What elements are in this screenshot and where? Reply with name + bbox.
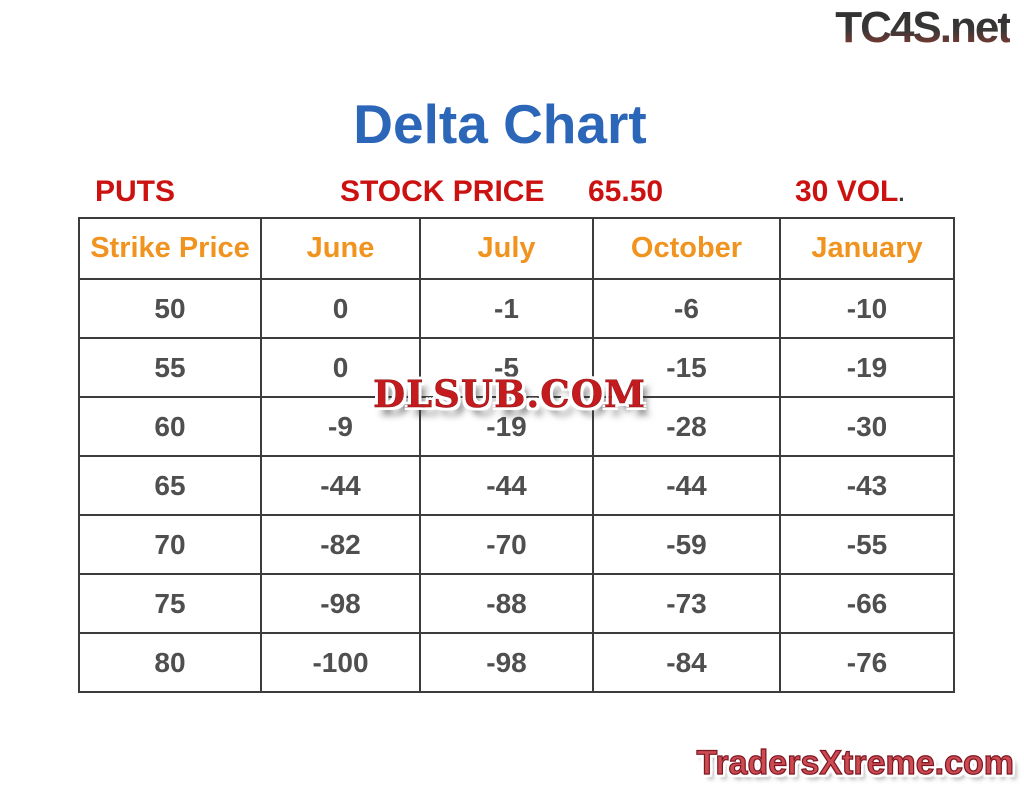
- tradersxtreme-logo: TradersXtreme.com: [696, 743, 1015, 782]
- header-row: Strike Price June July October January: [78, 217, 955, 280]
- table-row: 65 -44 -44 -44 -43: [78, 455, 955, 516]
- delta-value-cell: -82: [260, 514, 421, 575]
- strike-price-cell: 60: [78, 396, 262, 457]
- delta-value-cell: -44: [260, 455, 421, 516]
- delta-value-cell: -5: [419, 337, 594, 398]
- delta-value-cell: -76: [779, 632, 955, 693]
- delta-table: Strike Price June July October January 50 0 -1…: [78, 217, 955, 693]
- delta-value-cell: -73: [592, 573, 781, 634]
- delta-value-cell: -19: [419, 396, 594, 457]
- delta-value-cell: -98: [260, 573, 421, 634]
- column-header: Strike Price: [78, 217, 262, 280]
- stock-price-value: 65.50: [588, 175, 664, 208]
- delta-value-cell: -19: [779, 337, 955, 398]
- subheader-row: PUTS STOCK PRICE 65.50 30 VOL.: [0, 173, 1024, 211]
- delta-value-cell: -98: [419, 632, 594, 693]
- strike-price-cell: 80: [78, 632, 262, 693]
- strike-price-cell: 75: [78, 573, 262, 634]
- strike-price-cell: 70: [78, 514, 262, 575]
- delta-value-cell: -55: [779, 514, 955, 575]
- delta-table-header: Strike Price June July October January: [78, 217, 955, 280]
- dlsub-watermark: DLSUB.COM: [373, 372, 646, 417]
- delta-value-cell: 0: [260, 278, 421, 339]
- strike-price-cell: 55: [78, 337, 262, 398]
- page-title: Delta Chart: [353, 93, 647, 155]
- delta-value-cell: -9: [260, 396, 421, 457]
- delta-value-cell: -100: [260, 632, 421, 693]
- delta-value-cell: -30: [779, 396, 955, 457]
- table-row: 70 -82 -70 -59 -55: [78, 514, 955, 575]
- table-row: 50 0 -1 -6 -10: [78, 278, 955, 339]
- puts-label: PUTS: [95, 175, 176, 208]
- table-row: 55 0 -5 -15 -19: [78, 337, 955, 398]
- column-header: January: [779, 217, 955, 280]
- tc4s-logo-text: TC4S.net: [827, 4, 1012, 58]
- tc4s-logo: TC4S.net: [827, 4, 1012, 58]
- delta-value-cell: -44: [419, 455, 594, 516]
- delta-value-cell: -66: [779, 573, 955, 634]
- table-row: 75 -98 -88 -73 -66: [78, 573, 955, 634]
- vol-text: 30 VOL: [795, 175, 899, 208]
- column-header: June: [260, 217, 421, 280]
- stock-price-label: STOCK PRICE: [340, 175, 545, 208]
- delta-value-cell: -15: [592, 337, 781, 398]
- delta-value-cell: -70: [419, 514, 594, 575]
- strike-price-cell: 65: [78, 455, 262, 516]
- delta-value-cell: -6: [592, 278, 781, 339]
- delta-value-cell: -43: [779, 455, 955, 516]
- delta-value-cell: -10: [779, 278, 955, 339]
- table-row: 60 -9 -19 -28 -30: [78, 396, 955, 457]
- vol-period: .: [898, 181, 905, 206]
- vol-label: 30 VOL.: [795, 173, 905, 213]
- strike-price-cell: 50: [78, 278, 262, 339]
- column-header: July: [419, 217, 594, 280]
- delta-value-cell: -84: [592, 632, 781, 693]
- delta-value-cell: -28: [592, 396, 781, 457]
- delta-value-cell: -1: [419, 278, 594, 339]
- delta-value-cell: -88: [419, 573, 594, 634]
- delta-value-cell: -59: [592, 514, 781, 575]
- delta-value-cell: 0: [260, 337, 421, 398]
- delta-table-body: 50 0 -1 -6 -10 55 0 -5 -15 -19 60 -9 -19 -28 -30 65 -44-…: [78, 278, 955, 693]
- column-header: October: [592, 217, 781, 280]
- table-row: 80 -100 -98 -84 -76: [78, 632, 955, 693]
- delta-value-cell: -44: [592, 455, 781, 516]
